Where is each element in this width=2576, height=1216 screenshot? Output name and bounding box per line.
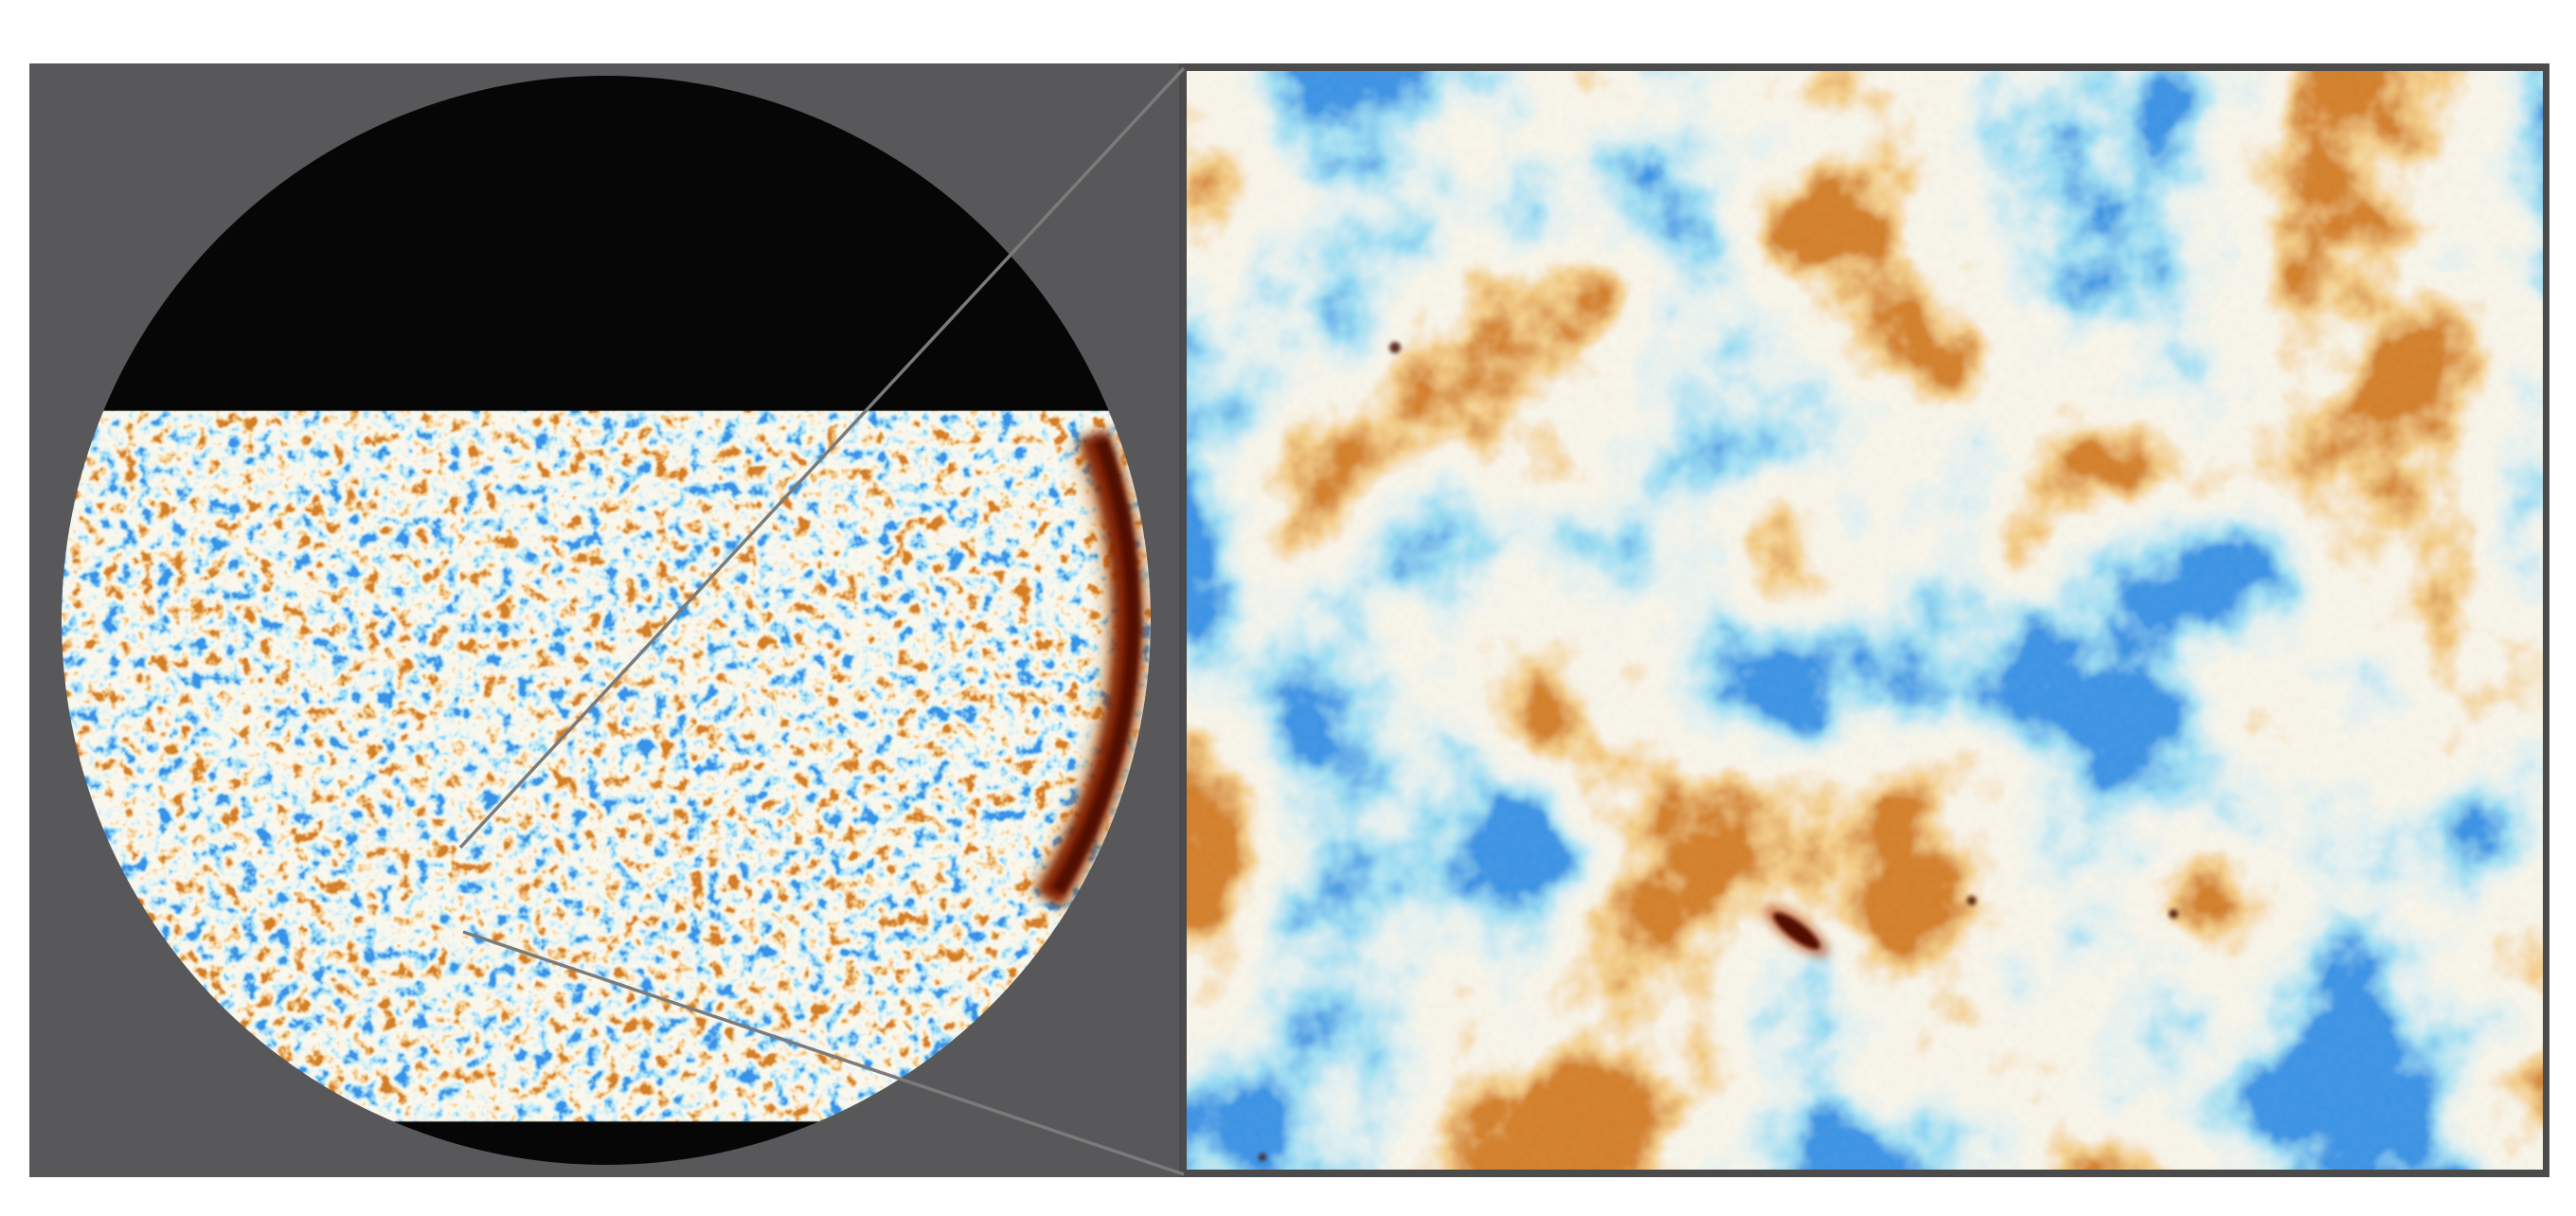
point-source-speck: [2169, 909, 2178, 919]
callout-line-bottom: [462, 930, 1185, 1176]
galactic-limb-core: [1051, 438, 1140, 895]
point-source-specks: [1259, 342, 2178, 1161]
galaxy-core: [1773, 912, 1820, 950]
point-source-speck: [1259, 1153, 1266, 1161]
foreground-galaxy: [1763, 904, 1830, 957]
callout-line-top: [458, 66, 1186, 849]
point-source-speck: [1389, 342, 1401, 353]
zoom-panel-grain: [1187, 71, 2543, 1170]
cmb-band-texture: [62, 424, 1151, 1108]
point-source-speck: [1967, 896, 1977, 905]
